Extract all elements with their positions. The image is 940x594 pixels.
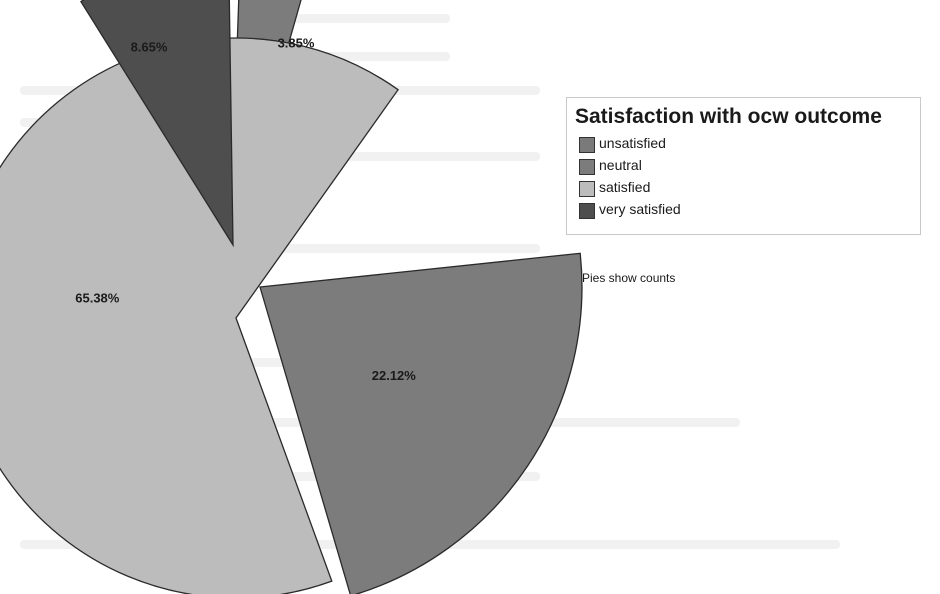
pie-data-label: 22.12% (372, 368, 417, 383)
legend-label: satisfied (599, 179, 651, 195)
legend-title: Satisfaction with ocw outcome (575, 105, 882, 128)
pie-data-label: 3.85% (278, 35, 315, 50)
legend: Satisfaction with ocw outcome unsatisfie… (566, 97, 921, 235)
chart-note: Pies show counts (582, 271, 676, 285)
pie-data-labels: 22.12% 3.85% 65.38% 8.65% (75, 35, 416, 383)
legend-swatch (579, 181, 595, 197)
legend-swatch (579, 137, 595, 153)
pie-slice-satisfied (0, 37, 400, 594)
legend-swatch (579, 159, 595, 175)
legend-label: unsatisfied (599, 135, 666, 151)
legend-label: neutral (599, 157, 642, 173)
legend-swatch (579, 203, 595, 219)
pie-slice-very-satisfied (80, 0, 234, 248)
pie-slice-neutral (259, 252, 583, 594)
pie-data-label: 8.65% (131, 39, 168, 54)
legend-label: very satisfied (599, 201, 681, 217)
pie-data-label: 65.38% (75, 291, 120, 306)
pie-slices (0, 0, 583, 594)
